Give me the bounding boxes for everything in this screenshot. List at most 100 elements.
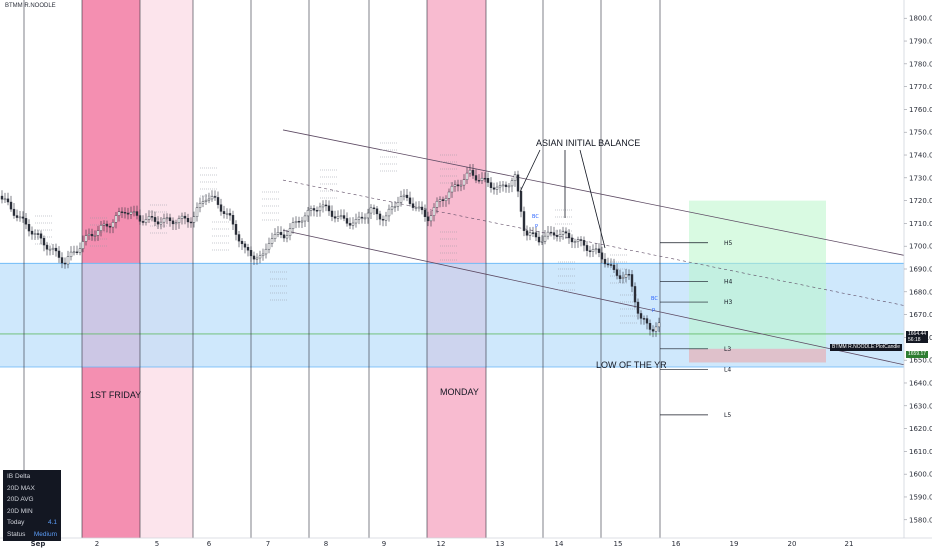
candle-body	[207, 198, 211, 201]
candle-body	[471, 169, 475, 176]
candle-body	[576, 239, 580, 242]
y-tick-label: 1800.00	[909, 15, 932, 23]
panel-row-ib-delta: IB Delta	[3, 471, 61, 483]
candle-body	[102, 223, 106, 226]
candle-body	[648, 323, 652, 330]
candle-body	[3, 198, 7, 201]
candle-body	[171, 220, 175, 225]
candle-body	[603, 258, 607, 265]
candle-body	[159, 221, 163, 225]
y-tick-label: 1710.00	[909, 220, 932, 228]
candle-body	[588, 250, 592, 252]
candle-body	[633, 286, 637, 303]
candle-body	[264, 248, 268, 255]
candle-body	[135, 211, 139, 216]
candle-body	[504, 184, 508, 187]
level-label-l3: L3	[724, 346, 731, 353]
candle-body	[222, 211, 226, 215]
candle-body	[27, 224, 31, 232]
candle-body	[162, 218, 166, 223]
x-tick-label: 7	[266, 540, 270, 548]
candle-body	[141, 221, 145, 223]
candle-body	[624, 274, 628, 278]
candle-body	[546, 231, 550, 237]
candle-body	[240, 240, 244, 245]
candle-body	[621, 277, 625, 279]
candle-body	[324, 204, 328, 207]
candle-body	[366, 212, 370, 219]
candle-body	[210, 196, 214, 200]
candle-body	[129, 211, 133, 215]
candle-body	[423, 209, 427, 218]
candle-body	[330, 210, 334, 217]
candle-body	[597, 248, 601, 253]
channel-lower-line	[282, 229, 905, 366]
candle-body	[501, 184, 505, 187]
candle-body	[477, 180, 481, 182]
panel-key: Status	[7, 530, 26, 538]
candle-body	[93, 235, 97, 237]
panel-row-status: Status Medium	[3, 529, 61, 541]
candle-body	[552, 232, 556, 236]
candle-body	[534, 232, 538, 238]
candle-body	[300, 220, 304, 223]
green-line-tag: 1659.17	[906, 351, 929, 358]
panel-key: IB Delta	[7, 473, 31, 481]
candle-body	[201, 201, 205, 204]
y-tick-label: 1600.00	[909, 471, 932, 479]
candle-body	[636, 301, 640, 314]
candle-body	[645, 318, 649, 324]
candle-body	[249, 250, 253, 257]
candle-body	[150, 216, 154, 218]
candle-body	[111, 222, 115, 228]
candle-body	[225, 213, 229, 215]
candle-body	[360, 216, 364, 219]
x-tick-label: 14	[555, 540, 564, 548]
candle-body	[288, 228, 292, 236]
y-tick-label: 1620.00	[909, 425, 932, 433]
candle-body	[618, 275, 622, 279]
candle-body	[612, 264, 616, 270]
candle-body	[387, 208, 391, 217]
candle-body	[294, 221, 298, 223]
y-tick-label: 1790.00	[909, 38, 932, 46]
candle-body	[540, 241, 544, 243]
candle-body	[120, 211, 124, 213]
panel-value: Medium	[33, 530, 57, 538]
x-axis[interactable]: Sep 2 5 6 7 8 9 12 13 14 15 16 19 20 21	[0, 537, 932, 548]
candle-body	[327, 205, 331, 212]
last-price-value: 1664.44	[908, 331, 927, 337]
candle-body	[195, 207, 199, 217]
candle-body	[594, 248, 598, 251]
panel-row-20d-avg: 20D AVG	[3, 494, 61, 506]
candle-body	[318, 206, 322, 212]
cpr-label: P	[652, 308, 655, 314]
y-tick-label: 1630.00	[909, 402, 932, 410]
pivot-labels	[35, 142, 638, 324]
candle-body	[228, 213, 232, 216]
y-tick-label: 1580.00	[909, 516, 932, 524]
candle-body	[69, 251, 73, 257]
candle-body	[261, 253, 265, 257]
candle-body	[462, 179, 466, 186]
candle-body	[114, 215, 118, 223]
candle-body	[468, 169, 472, 174]
candle-body	[426, 216, 430, 222]
candle-body	[522, 211, 526, 231]
candle-body	[267, 243, 271, 250]
candle-body	[123, 212, 127, 214]
candle-body	[60, 257, 64, 264]
candle-body	[573, 241, 577, 243]
y-axis[interactable]: 1800.00 1790.00 1780.00 1770.00 1760.00 1750.…	[903, 0, 932, 538]
candle-body	[543, 235, 547, 242]
x-tick-label: 9	[382, 540, 386, 548]
candle-body	[84, 235, 88, 242]
candle-body	[474, 175, 478, 181]
indicator-plot-tag: BTMM R.NOODLE:PlotCandle	[830, 344, 903, 351]
x-tick-label: 13	[496, 540, 505, 548]
candle-body	[438, 199, 442, 202]
candle-body	[72, 251, 76, 254]
candle-body	[564, 231, 568, 234]
candle-body	[465, 172, 469, 180]
